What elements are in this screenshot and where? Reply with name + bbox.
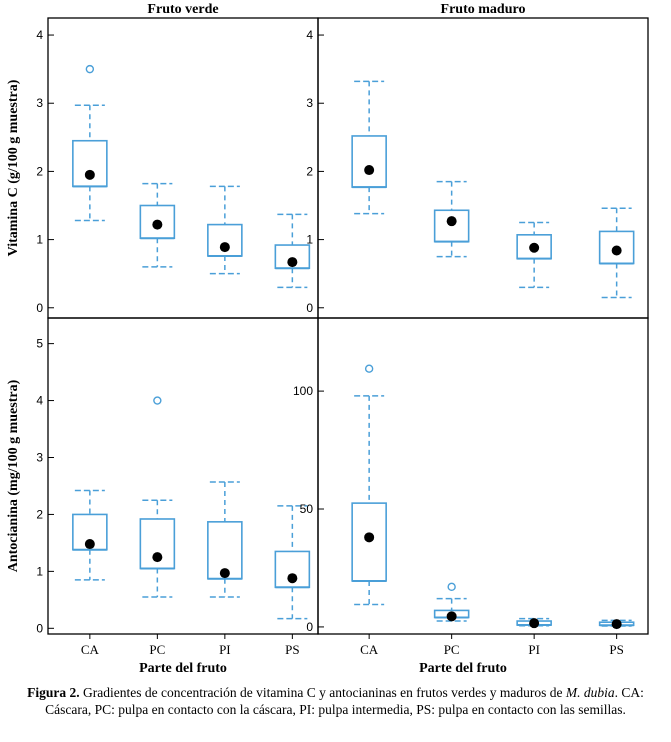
mean-point <box>219 242 230 253</box>
caption-label: Figura 2. <box>27 685 80 700</box>
y-tick-label: 4 <box>36 28 43 42</box>
box-PI <box>516 221 552 289</box>
y-tick-label: 3 <box>36 450 43 464</box>
y-tick-label: 2 <box>36 507 43 521</box>
panel-vitc-maduro: 0 1 2 3 4 Fruto maduro <box>306 2 649 319</box>
box-iqr <box>351 502 387 582</box>
y-tick-label: 50 <box>300 502 314 516</box>
x-category-label: CA <box>360 642 379 657</box>
x-axis-title: Parte del fruto <box>139 661 227 676</box>
mean-point <box>364 165 375 176</box>
y-tick-label: 1 <box>36 564 43 578</box>
x-category-label: CA <box>81 642 100 657</box>
y-tick-label: 2 <box>36 164 43 178</box>
y-tick-label: 100 <box>293 384 313 398</box>
panel-antoc-verde: 0 1 2 3 4 5 Antocianina (mg/100 g muestra) CA PC… <box>6 317 319 676</box>
box-PC <box>433 180 470 258</box>
mean-point <box>287 257 298 268</box>
box-iqr <box>351 135 387 188</box>
caption-species: M. dubia <box>565 685 615 700</box>
y-tick-label: 3 <box>306 96 313 110</box>
y-tick-label: 0 <box>36 621 43 635</box>
x-category-label: PI <box>528 642 540 657</box>
x-category-label: PS <box>609 642 623 657</box>
x-category-label: PC <box>444 642 460 657</box>
box-PS <box>598 207 635 299</box>
y-tick-label: 0 <box>306 301 313 315</box>
box-CA <box>351 80 387 215</box>
panel-vitc-verde: 0 1 2 3 4 Fruto verde Vitamina C (g/100 g mues… <box>6 2 319 319</box>
y-tick-label: 2 <box>306 164 313 178</box>
box-CA <box>72 489 108 581</box>
box-PC <box>139 396 176 598</box>
x-category-label: PS <box>285 642 299 657</box>
box-PS <box>598 619 635 630</box>
caption-text-b: . CA: Cáscara, PC: pulpa en contacto con… <box>45 685 644 717</box>
panel-frame <box>317 317 649 635</box>
y-tick-label: 0 <box>36 301 43 315</box>
box-PS <box>274 505 311 620</box>
mean-point <box>446 216 457 227</box>
outlier-point <box>153 396 162 405</box>
mean-point <box>287 573 298 584</box>
x-category-label: PC <box>149 642 165 657</box>
box-PI <box>207 481 243 598</box>
mean-point <box>364 532 375 543</box>
mean-point <box>529 242 540 253</box>
mean-point <box>152 552 163 563</box>
box-CA <box>72 64 108 222</box>
y-tick-label: 4 <box>36 394 43 408</box>
mean-point <box>84 539 95 550</box>
mean-point <box>152 219 163 230</box>
box-PC <box>139 182 176 268</box>
box-PI <box>516 617 552 629</box>
box-PS <box>274 213 311 289</box>
box-PI <box>207 185 243 275</box>
outlier-point <box>447 582 456 592</box>
x-category-label: PI <box>219 642 231 657</box>
outlier-point <box>364 364 374 373</box>
mean-point <box>611 245 622 256</box>
mean-point <box>219 568 230 579</box>
y-axis-title: Vitamina C (g/100 g muestra) <box>6 79 21 256</box>
panel-title: Fruto verde <box>147 2 218 17</box>
y-tick-label: 1 <box>306 233 313 247</box>
mean-point <box>84 169 95 180</box>
y-tick-label: 5 <box>36 337 43 351</box>
y-tick-label: 3 <box>36 96 43 110</box>
outlier-point <box>85 64 95 74</box>
y-tick-label: 0 <box>306 620 313 634</box>
caption-text-a: Gradientes de concentración de vitamina … <box>83 685 563 700</box>
y-axis-title: Antocianina (mg/100 g muestra) <box>6 379 21 572</box>
panel-antoc-maduro: 0 50 100 CA PC PI PS Parte del fruto <box>293 317 649 676</box>
x-axis-title: Parte del fruto <box>419 661 507 676</box>
figure-caption: Figura 2. Gradientes de concentración de… <box>20 684 651 718</box>
y-tick-label: 4 <box>306 28 313 42</box>
panel-title: Fruto maduro <box>441 2 526 17</box>
mean-point <box>446 611 457 622</box>
box-CA <box>351 364 387 606</box>
mean-point <box>611 619 622 630</box>
box-PC <box>433 582 470 622</box>
y-tick-label: 1 <box>36 233 43 247</box>
mean-point <box>529 618 540 629</box>
